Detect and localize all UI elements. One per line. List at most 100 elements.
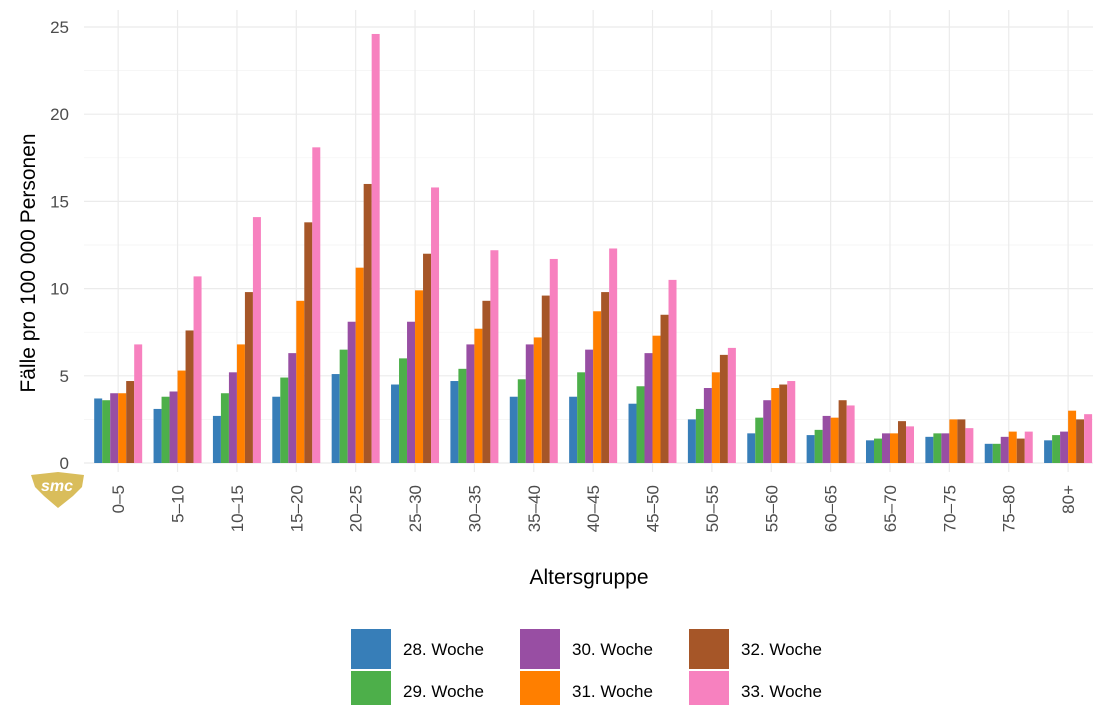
x-tick-label: 45–50	[644, 485, 663, 532]
bar	[747, 433, 756, 463]
bar	[897, 421, 906, 463]
legend-label: 29. Woche	[403, 682, 484, 701]
bar	[509, 396, 518, 463]
bar	[838, 400, 847, 463]
legend-item: 33. Woche	[689, 671, 822, 710]
bar	[1008, 431, 1017, 463]
bar	[1044, 440, 1053, 463]
legend-label: 33. Woche	[741, 682, 822, 701]
bar	[881, 433, 890, 463]
bar	[212, 415, 221, 463]
bar	[1076, 419, 1085, 463]
bar	[288, 353, 297, 463]
bar	[153, 408, 162, 463]
bar	[415, 290, 424, 463]
bar	[628, 403, 637, 463]
y-tick-label: 25	[50, 18, 69, 37]
bar	[660, 314, 669, 463]
legend: 28. Woche 29. Woche 30. Woche 31. Woche 32. …	[351, 629, 822, 710]
bar	[94, 398, 103, 463]
y-tick-labels: 0 5 10 15 20 25	[50, 18, 69, 473]
legend-swatch	[351, 629, 391, 669]
bar	[609, 248, 618, 463]
bar	[1060, 431, 1069, 463]
bar	[474, 328, 483, 463]
bar	[391, 384, 400, 463]
bar	[601, 292, 610, 463]
bar	[806, 435, 815, 463]
legend-label: 28. Woche	[403, 640, 484, 659]
bar	[1000, 436, 1009, 463]
bar	[272, 396, 281, 463]
bar	[339, 349, 348, 463]
bar	[220, 393, 229, 463]
x-tick-label: 25–30	[406, 485, 425, 532]
bar	[1068, 410, 1077, 463]
bar	[399, 358, 408, 463]
bar	[569, 396, 578, 463]
bar	[347, 321, 356, 463]
smc-logo: smc	[31, 472, 84, 508]
x-tick-label: 80+	[1059, 485, 1078, 514]
x-tick-label: 75–80	[1000, 485, 1019, 532]
bar	[949, 419, 958, 463]
x-tick-label: 35–40	[525, 485, 544, 532]
bar	[423, 253, 432, 463]
bar	[490, 250, 499, 463]
y-tick-label: 5	[60, 367, 69, 386]
bar	[965, 428, 974, 463]
x-tick-labels: 0–5 5–10 10–15 15–20 20–25 25–30 30–35 35–40 40–…	[109, 485, 1078, 532]
bar	[577, 372, 586, 463]
bar	[933, 433, 942, 463]
bar	[1016, 438, 1025, 463]
bar	[846, 405, 855, 463]
bar	[763, 400, 772, 463]
x-tick-label: 60–65	[822, 485, 841, 532]
bar	[727, 347, 736, 463]
bar	[169, 391, 178, 463]
bar	[957, 419, 966, 463]
bar	[814, 429, 823, 463]
legend-swatch	[520, 671, 560, 710]
x-tick-label: 0–5	[109, 485, 128, 513]
bar	[703, 388, 712, 463]
bar	[984, 443, 993, 463]
bar	[1052, 435, 1061, 463]
bar	[450, 381, 459, 463]
bar	[177, 370, 186, 463]
legend-item: 31. Woche	[520, 671, 653, 710]
bar	[992, 443, 1001, 463]
x-tick-label: 20–25	[347, 485, 366, 532]
bar	[719, 354, 728, 463]
bar	[652, 335, 661, 463]
bar	[363, 183, 372, 463]
legend-swatch	[689, 671, 729, 710]
bar	[102, 400, 111, 463]
y-tick-label: 0	[60, 454, 69, 473]
bar	[280, 377, 289, 463]
legend-item: 30. Woche	[520, 629, 653, 669]
legend-label: 32. Woche	[741, 640, 822, 659]
bar	[431, 187, 440, 463]
bar	[525, 344, 534, 463]
y-tick-label: 10	[50, 280, 69, 299]
bar	[889, 433, 898, 463]
legend-swatch	[689, 629, 729, 669]
x-tick-label: 15–20	[287, 485, 306, 532]
x-tick-label: 70–75	[940, 485, 959, 532]
bar	[925, 436, 934, 463]
bar	[830, 417, 839, 463]
bar	[771, 388, 780, 463]
bar	[585, 349, 594, 463]
x-tick-label: 65–70	[881, 485, 900, 532]
bar	[193, 276, 202, 463]
bar	[779, 384, 788, 463]
bar	[695, 408, 704, 463]
bar	[134, 344, 143, 463]
bar	[304, 222, 313, 463]
legend-item: 29. Woche	[351, 671, 484, 710]
bar	[118, 393, 127, 463]
legend-item: 28. Woche	[351, 629, 484, 669]
legend-item: 32. Woche	[689, 629, 822, 669]
bar	[371, 33, 380, 463]
